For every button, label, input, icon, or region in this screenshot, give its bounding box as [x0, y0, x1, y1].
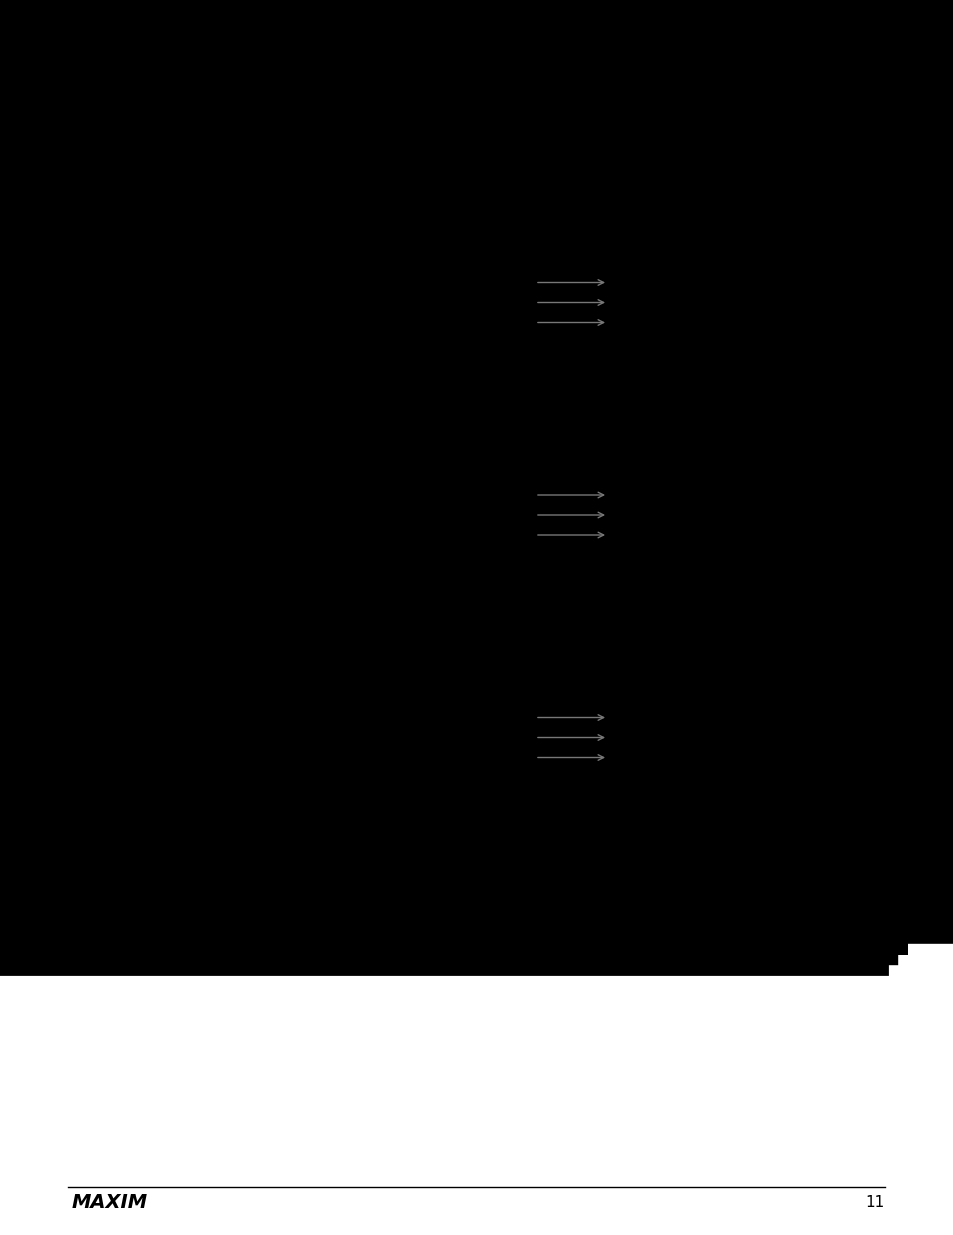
Bar [533, 388, 571, 410]
Text: MAX6922: MAX6922 [428, 475, 481, 487]
Text: MAXIM: MAXIM [428, 447, 481, 461]
Text: DOUT: DOUT [535, 367, 562, 377]
Text: VFD TUBE: VFD TUBE [632, 492, 641, 541]
Text: VFBLANK: VFBLANK [194, 382, 240, 391]
Text: DOUT: DOUT [535, 806, 562, 818]
Text: BLANK: BLANK [388, 806, 420, 818]
Text: MAX685x: MAX685x [147, 266, 199, 275]
Text: CLK: CLK [388, 308, 406, 317]
Text: VFLOAD: VFLOAD [201, 347, 240, 357]
Text: PROCESS: BiCMOS: PROCESS: BiCMOS [330, 909, 446, 923]
Bar [379, 225, 530, 380]
Text: LOAD: LOAD [388, 337, 415, 347]
Circle shape [281, 776, 288, 782]
Bar [533, 603, 571, 625]
Text: MAXIM: MAXIM [428, 667, 481, 680]
Text: DOUT: DOUT [535, 582, 562, 592]
Text: Typical Application Circuit: Typical Application Circuit [639, 111, 862, 126]
Circle shape [266, 314, 274, 321]
Bar [379, 435, 530, 595]
Text: CLK: CLK [388, 519, 406, 529]
Text: DIN: DIN [388, 277, 405, 287]
Text: Chip Information: Chip Information [541, 851, 700, 869]
Text: BLANK: BLANK [388, 367, 420, 377]
Bar [385, 230, 524, 258]
Bar [68, 144, 857, 835]
Text: LOAD: LOAD [388, 551, 415, 561]
Text: 27-, 28-, and 32-Output, 76V,: 27-, 28-, and 32-Output, 76V, [241, 53, 718, 82]
Text: MAX6922/MAX6932/MAX6933/MAX6934: MAX6922/MAX6932/MAX6933/MAX6934 [930, 329, 948, 701]
Bar [385, 440, 524, 468]
Text: MAXIM: MAXIM [428, 237, 481, 251]
Text: VFDOUT: VFDOUT [199, 277, 240, 287]
Circle shape [296, 809, 303, 815]
Text: MAXIM: MAXIM [146, 237, 200, 251]
Bar [103, 230, 243, 258]
Text: DIN: DIN [388, 487, 405, 496]
Text: MAX6922: MAX6922 [428, 266, 481, 275]
Text: MAXIM: MAXIM [71, 1193, 148, 1213]
Circle shape [266, 742, 274, 748]
Text: 11: 11 [864, 1195, 884, 1210]
Bar [98, 225, 248, 395]
Circle shape [266, 520, 274, 527]
Circle shape [296, 384, 303, 390]
Text: TRANSISTOR COUNT: 3850: TRANSISTOR COUNT: 3850 [330, 890, 497, 904]
Text: VFCLK: VFCLK [209, 312, 240, 322]
Bar [379, 655, 530, 820]
Text: Serial-Interfaced VFD Tube Drivers: Serial-Interfaced VFD Tube Drivers [194, 88, 764, 116]
FancyBboxPatch shape [592, 199, 672, 832]
Text: CLK: CLK [388, 740, 406, 751]
Text: MAX6922: MAX6922 [428, 697, 481, 706]
Text: DIN: DIN [388, 706, 405, 718]
Text: BLANK: BLANK [388, 582, 420, 592]
Circle shape [296, 583, 303, 590]
Bar [385, 659, 524, 688]
Circle shape [281, 552, 288, 558]
Text: LOAD: LOAD [388, 773, 415, 784]
Circle shape [281, 348, 288, 356]
